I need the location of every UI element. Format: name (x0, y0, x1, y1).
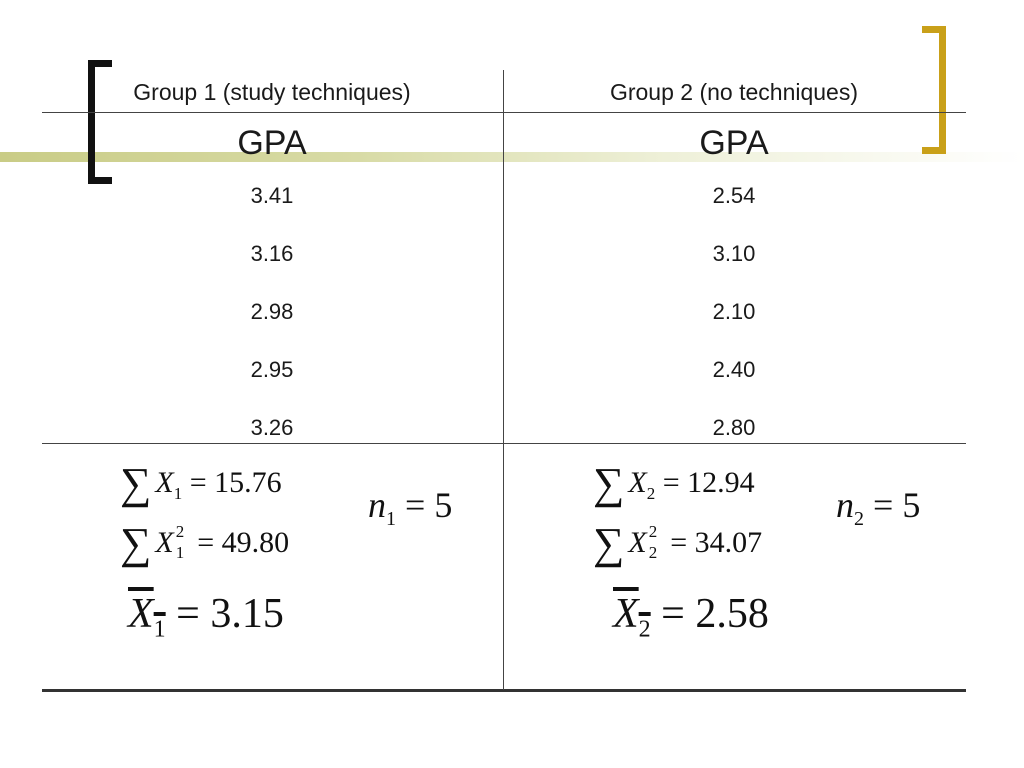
g1-sum-x2-value: 49.80 (221, 526, 290, 559)
g2-mean-formula: X2 = 2.58 (613, 591, 769, 643)
sigma-symbol: ∑ (120, 459, 152, 508)
g2-sum-x-value: 12.94 (687, 466, 755, 499)
g1-sum-x-formula: ∑ X1 = 15.76 (120, 459, 282, 508)
g1-sum-x2-formula: ∑ X 2 1 = 49.80 (120, 519, 290, 568)
g1-value-1: 3.41 (250, 183, 294, 208)
g2-n-formula: n2 = 5 (836, 485, 921, 531)
table-bottom-rule (42, 689, 966, 692)
left-bracket-decoration (88, 60, 112, 184)
g2-value-2: 3.10 (712, 241, 756, 266)
g1-value-5: 3.26 (250, 415, 294, 440)
g1-value-4: 2.95 (250, 357, 294, 382)
g1-value-3: 2.98 (250, 299, 294, 324)
g2-value-1: 2.54 (712, 183, 756, 208)
group2-header: Group 2 (no techniques) (609, 79, 859, 105)
decorative-band (0, 152, 1024, 162)
g1-mean-value: 3.15 (210, 591, 284, 637)
sigma-symbol: ∑ (593, 459, 625, 508)
g1-sum-x-value: 15.76 (214, 466, 282, 499)
group2-gpa-label: GPA (699, 124, 769, 162)
g1-n-value: 5 (434, 485, 453, 525)
g1-mean-formula: X1 = 3.15 (128, 591, 284, 643)
group1-header: Group 1 (study techniques) (133, 79, 411, 105)
g2-value-4: 2.40 (712, 357, 756, 382)
group1-gpa-label: GPA (237, 124, 307, 162)
sigma-symbol: ∑ (593, 519, 625, 568)
g1-n-formula: n1 = 5 (368, 485, 453, 531)
g2-value-5: 2.80 (712, 415, 756, 440)
g2-n-value: 5 (902, 485, 921, 525)
right-bracket-decoration (922, 26, 946, 154)
g2-sum-x-formula: ∑ X2 = 12.94 (593, 459, 755, 508)
table-top-rule (42, 112, 966, 113)
stats-divider-rule (42, 443, 966, 444)
column-divider (503, 70, 504, 690)
g2-sum-x2-formula: ∑ X 2 2 = 34.07 (593, 519, 763, 568)
g2-value-3: 2.10 (712, 299, 756, 324)
g1-value-2: 3.16 (250, 241, 294, 266)
g2-mean-value: 2.58 (695, 591, 769, 637)
sigma-symbol: ∑ (120, 519, 152, 568)
g2-sum-x2-value: 34.07 (694, 526, 763, 559)
